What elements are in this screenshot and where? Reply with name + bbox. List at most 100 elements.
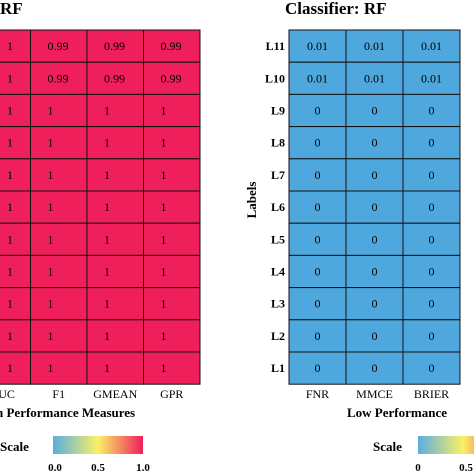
cell-value-label: 0: [372, 297, 378, 311]
heatmap-cell: [288, 254, 347, 289]
cell-value-label: 0: [429, 329, 435, 343]
heatmap-cell: [402, 222, 461, 256]
right-heatmap-panel: Classifier: RF Labels L11L10L9L8L7L6L5L4…: [244, 0, 474, 474]
cell-value-label: 0.99: [161, 71, 182, 85]
heatmap-cell: [402, 126, 461, 160]
cell-value-label: 1: [7, 361, 13, 375]
x-tick-label: BRIER: [414, 387, 449, 401]
heatmap-cell: [143, 222, 201, 256]
cell-value-label: 0: [429, 104, 435, 118]
cell-value-label: 1: [104, 168, 110, 182]
heatmap-cell: [0, 351, 31, 385]
cell-value-label: 0: [315, 297, 321, 311]
cell-value-label: 0: [429, 200, 435, 214]
cell-value-label: 1: [104, 361, 110, 375]
cell-value-label: 0.01: [364, 39, 385, 53]
heatmap-cell: [402, 61, 461, 95]
cell-value-label: 0: [372, 136, 378, 150]
y-tick-label: L8: [271, 136, 285, 150]
heatmap-cell: [30, 29, 88, 63]
cell-value-label: 1: [7, 71, 13, 85]
cell-value-label: 0.01: [421, 71, 442, 85]
heatmap-cell: [288, 61, 347, 95]
cell-value-label: 1: [7, 232, 13, 246]
cell-value-label: 0: [315, 168, 321, 182]
cell-value-label: 0: [429, 232, 435, 246]
cell-value-label: 1: [161, 265, 167, 279]
left-scale-ticks: 0.0 0.5 1.0: [48, 462, 150, 474]
cell-value-label: 1: [7, 200, 13, 214]
cell-value-label: 1: [48, 168, 54, 182]
y-tick-label: L6: [271, 200, 285, 214]
cell-value-label: 0: [372, 265, 378, 279]
y-tick-label: L10: [265, 71, 285, 85]
heatmap-cell: [143, 319, 201, 353]
cell-value-label: 0: [429, 168, 435, 182]
cell-value-label: 0.01: [307, 39, 328, 53]
heatmap-cell: [143, 126, 201, 160]
heatmap-cell: [345, 254, 404, 289]
left-x-axis-title: h Performance Measures: [0, 405, 135, 420]
heatmap-cell: [345, 351, 404, 385]
heatmap-cell: [30, 158, 88, 192]
cell-value-label: 0.99: [104, 71, 125, 85]
heatmap-cell: [86, 287, 144, 321]
heatmap-cell: [288, 126, 347, 160]
cell-value-label: 1: [161, 168, 167, 182]
y-tick-label: L11: [266, 39, 285, 53]
heatmap-cell: [143, 158, 201, 192]
right-scale-gradient-bar: [418, 436, 474, 454]
cell-value-label: 0: [429, 136, 435, 150]
y-tick-label: L1: [271, 361, 285, 375]
cell-value-label: 1: [161, 136, 167, 150]
cell-value-label: 0: [315, 232, 321, 246]
right-y-tick-labels: L11 L10 L9 L8 L7 L6 L5 L4 L3 L2 L1: [265, 39, 285, 375]
scale-tick-label: 0: [415, 462, 421, 474]
cell-value-label: 1: [48, 232, 54, 246]
heatmap-cell: [402, 190, 461, 224]
cell-value-label: 0.99: [161, 39, 182, 53]
cell-value-label: 1: [48, 265, 54, 279]
right-x-axis-title: Low Performance: [347, 405, 447, 420]
heatmap-cell: [402, 351, 461, 385]
heatmap-cell: [0, 222, 31, 256]
cell-value-label: 1: [161, 361, 167, 375]
heatmap-cell: [86, 126, 144, 160]
cell-value-label: 0.99: [48, 71, 69, 85]
cell-value-label: 1: [161, 104, 167, 118]
cell-value-label: 0: [315, 265, 321, 279]
cell-value-label: 1: [161, 232, 167, 246]
right-y-axis-title: Labels: [244, 182, 259, 219]
heatmap-cell: [402, 287, 461, 321]
x-tick-label: GMEAN: [93, 387, 137, 401]
heatmap-cell: [30, 351, 88, 385]
heatmap-cell: [345, 126, 404, 160]
heatmap-cell: [0, 319, 31, 353]
heatmap-cell: [288, 190, 347, 224]
left-scale-legend: Scale 0.0 0.5 1.0: [0, 436, 150, 474]
left-scale-gradient-bar: [53, 436, 143, 454]
cell-value-label: 0: [372, 104, 378, 118]
left-panel-title: RF: [0, 0, 23, 18]
cell-value-label: 1: [161, 297, 167, 311]
cell-value-label: 0: [315, 200, 321, 214]
cell-value-label: 1: [48, 104, 54, 118]
cell-value-label: 0: [372, 232, 378, 246]
cell-value-label: 0: [315, 329, 321, 343]
heatmap-cell: [0, 287, 31, 321]
cell-value-label: 1: [7, 104, 13, 118]
left-x-tick-labels: AUC F1 GMEAN GPR: [0, 387, 183, 401]
right-heatmap-cells: 0.01 0.01 0.01 0.01 0.01 0.01 0 0 0 0 0 0 0 0 0 0 0 0 0 0 0 0…: [288, 29, 461, 385]
heatmap-cell: [0, 61, 31, 95]
right-scale-legend: Scale 0 0.5: [373, 436, 474, 474]
cell-value-label: 0.99: [48, 39, 69, 53]
cell-value-label: 1: [7, 265, 13, 279]
cell-value-label: 0: [315, 104, 321, 118]
cell-value-label: 0.01: [421, 39, 442, 53]
heatmap-cell: [86, 319, 144, 353]
scale-tick-label: 0.5: [91, 462, 105, 474]
x-tick-label: AUC: [0, 387, 15, 401]
cell-value-label: 1: [104, 104, 110, 118]
heatmap-cell: [143, 93, 201, 128]
